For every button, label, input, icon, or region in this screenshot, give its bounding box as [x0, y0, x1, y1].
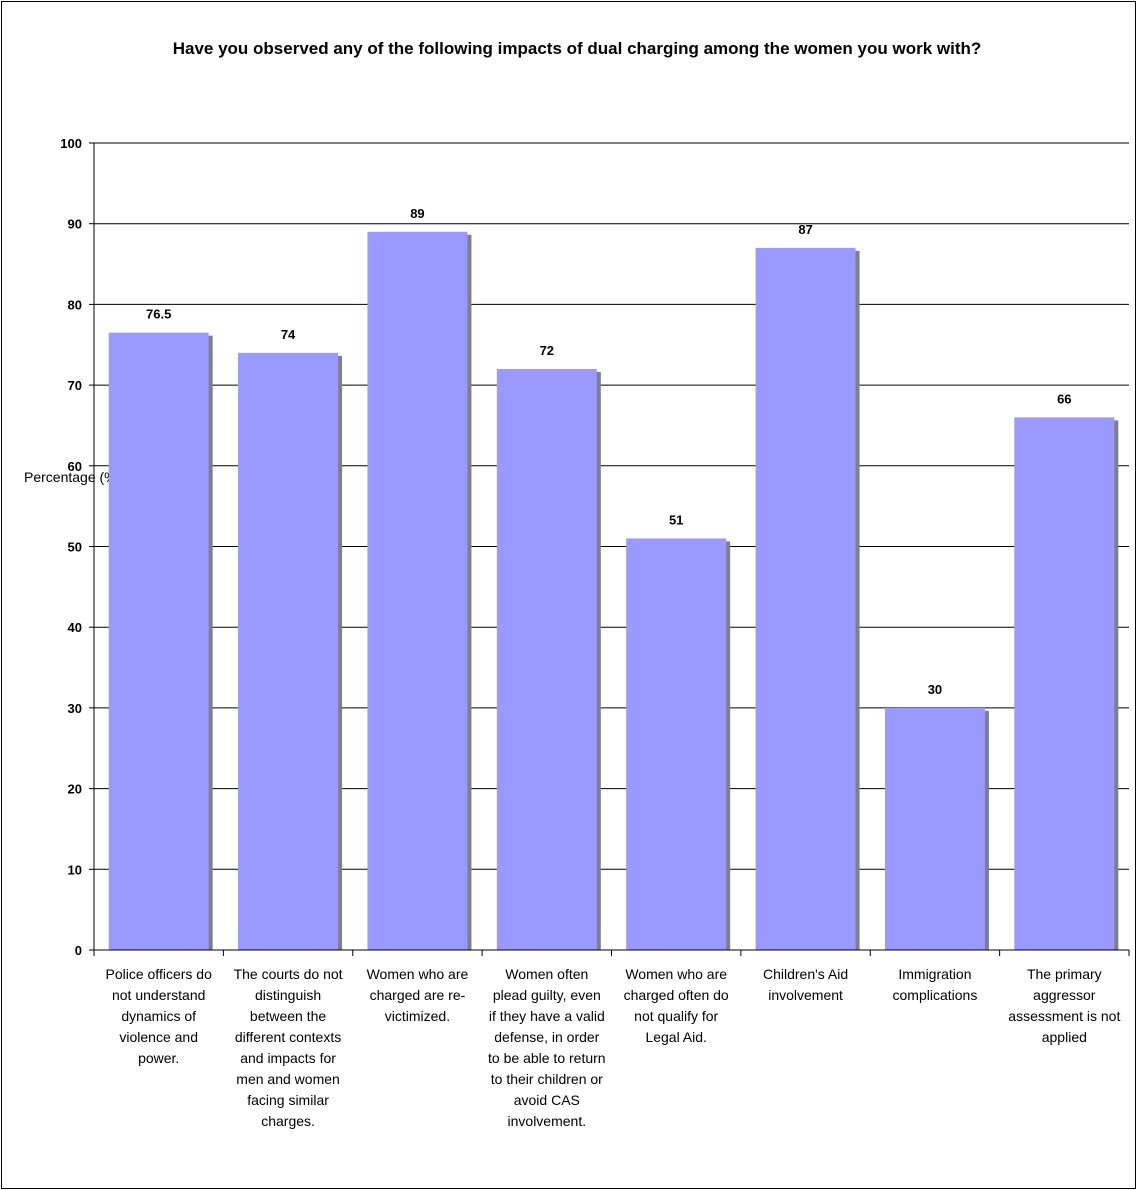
bar [755, 247, 856, 950]
bar [1014, 417, 1115, 950]
bar [108, 332, 209, 950]
y-tick-label: 90 [68, 217, 82, 232]
y-tick-label: 40 [68, 620, 82, 635]
bar [238, 352, 339, 950]
chart-title: Have you observed any of the following i… [172, 39, 982, 58]
x-tick-label: Police officers do not understand dynami… [105, 966, 212, 1066]
y-tick-label: 20 [68, 782, 82, 797]
x-tick-label: Women often plead guilty, even if they h… [488, 966, 606, 1129]
data-label: 87 [798, 222, 812, 237]
x-tick-label: Children's Aid involvement [762, 966, 849, 1003]
x-tick-label: The courts do not distinguish between th… [233, 966, 343, 1129]
y-tick-label: 70 [68, 378, 82, 393]
bar [367, 231, 468, 950]
x-tick-label: Women who are charged often do not quali… [623, 966, 729, 1045]
x-tick-label: Immigration complications [892, 966, 978, 1003]
y-tick-label: 50 [68, 540, 82, 555]
x-tick-label: Women who are charged are re-victimized. [366, 966, 469, 1024]
y-tick-label: 80 [68, 297, 82, 312]
y-axis-label: Percentage (%) [24, 469, 122, 485]
data-label: 30 [928, 682, 942, 697]
y-tick-label: 0 [75, 943, 82, 958]
bar [884, 707, 985, 950]
data-label: 89 [410, 206, 424, 221]
data-label: 51 [669, 512, 683, 527]
bar [496, 368, 597, 951]
data-label: 72 [540, 343, 554, 358]
y-tick-label: 30 [68, 701, 82, 716]
y-tick-label: 100 [60, 136, 82, 151]
bar [626, 538, 727, 950]
x-tick-label: The primary aggressor assessment is not … [1008, 966, 1121, 1045]
y-tick-label: 10 [68, 862, 82, 877]
data-label: 66 [1057, 391, 1071, 406]
y-tick-label: 60 [68, 459, 82, 474]
data-label: 76.5 [146, 307, 171, 322]
data-label: 74 [281, 327, 296, 342]
